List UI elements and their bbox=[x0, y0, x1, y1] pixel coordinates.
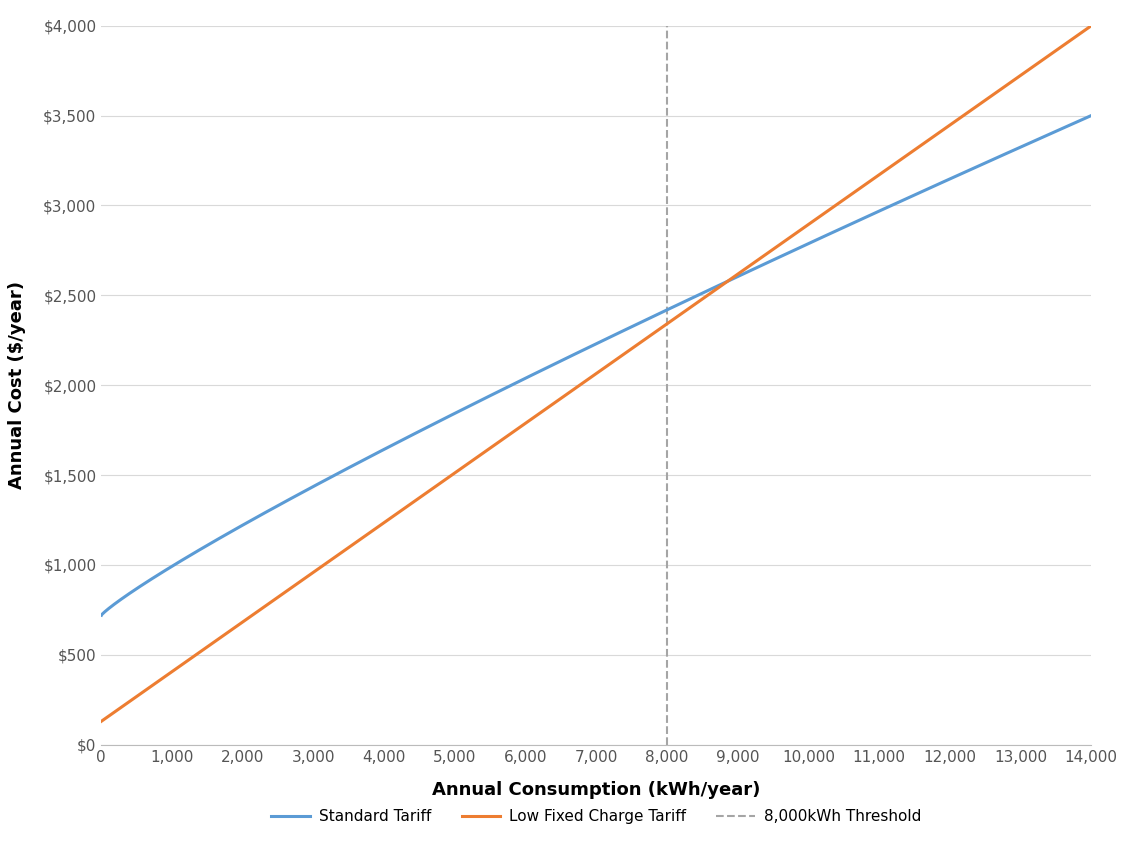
8,000kWh Threshold bbox=[660, 740, 674, 750]
Y-axis label: Annual Cost ($/year): Annual Cost ($/year) bbox=[9, 282, 27, 489]
Standard Tariff bbox=[690, 291, 703, 301]
Low Fixed Charge Tariff bbox=[94, 716, 108, 727]
Low Fixed Charge Tariff bbox=[1084, 21, 1098, 31]
Line: Low Fixed Charge Tariff: Low Fixed Charge Tariff bbox=[101, 26, 1091, 722]
Standard Tariff bbox=[1084, 110, 1098, 121]
Standard Tariff bbox=[94, 610, 108, 621]
Low Fixed Charge Tariff bbox=[909, 144, 922, 154]
Low Fixed Charge Tariff bbox=[116, 701, 129, 711]
Standard Tariff bbox=[182, 551, 196, 562]
Low Fixed Charge Tariff bbox=[690, 298, 703, 308]
Low Fixed Charge Tariff bbox=[147, 679, 161, 689]
Low Fixed Charge Tariff bbox=[182, 655, 196, 665]
Standard Tariff bbox=[116, 592, 129, 603]
Low Fixed Charge Tariff bbox=[462, 458, 476, 468]
Standard Tariff bbox=[462, 401, 476, 412]
Standard Tariff bbox=[147, 572, 161, 582]
8,000kWh Threshold bbox=[660, 740, 674, 750]
X-axis label: Annual Consumption (kWh/year): Annual Consumption (kWh/year) bbox=[432, 782, 760, 800]
Legend: Standard Tariff, Low Fixed Charge Tariff, 8,000kWh Threshold: Standard Tariff, Low Fixed Charge Tariff… bbox=[266, 803, 927, 830]
Line: Standard Tariff: Standard Tariff bbox=[101, 116, 1091, 615]
Standard Tariff bbox=[909, 189, 922, 199]
